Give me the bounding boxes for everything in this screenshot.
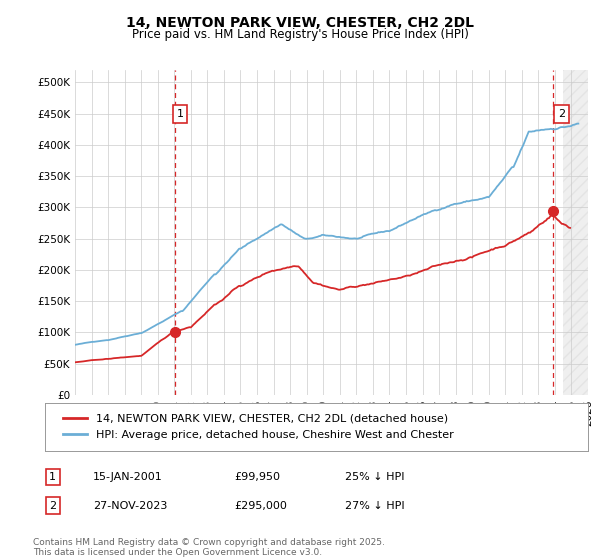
Text: 25% ↓ HPI: 25% ↓ HPI [345,472,404,482]
Text: 1: 1 [176,109,184,119]
Text: Contains HM Land Registry data © Crown copyright and database right 2025.
This d: Contains HM Land Registry data © Crown c… [33,538,385,557]
Text: 2: 2 [49,501,56,511]
Text: £295,000: £295,000 [234,501,287,511]
Text: Price paid vs. HM Land Registry's House Price Index (HPI): Price paid vs. HM Land Registry's House … [131,28,469,41]
Bar [563,70,588,395]
Text: £99,950: £99,950 [234,472,280,482]
Legend: 14, NEWTON PARK VIEW, CHESTER, CH2 2DL (detached house), HPI: Average price, det: 14, NEWTON PARK VIEW, CHESTER, CH2 2DL (… [56,407,460,447]
Text: 2: 2 [558,109,565,119]
Text: 1: 1 [49,472,56,482]
Text: 15-JAN-2001: 15-JAN-2001 [93,472,163,482]
Text: 14, NEWTON PARK VIEW, CHESTER, CH2 2DL: 14, NEWTON PARK VIEW, CHESTER, CH2 2DL [126,16,474,30]
Text: 27% ↓ HPI: 27% ↓ HPI [345,501,404,511]
Text: 27-NOV-2023: 27-NOV-2023 [93,501,167,511]
